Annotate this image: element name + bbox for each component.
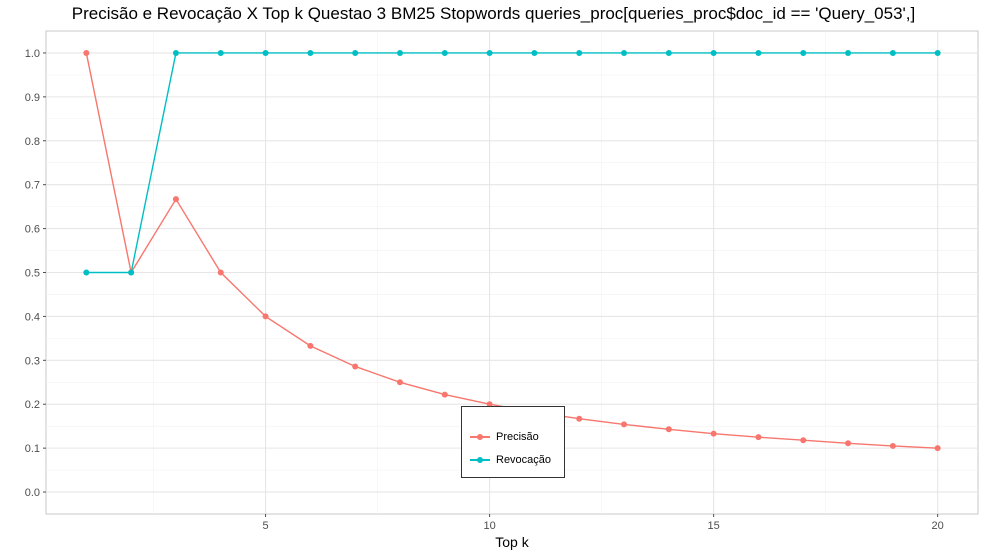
data-point-precisao — [621, 421, 628, 428]
data-point-precisao — [217, 269, 224, 276]
data-point-revocacao — [172, 49, 179, 56]
x-tick-label: 15 — [708, 520, 720, 532]
data-point-precisao — [665, 426, 672, 433]
data-point-revocacao — [576, 49, 583, 56]
data-point-revocacao — [441, 49, 448, 56]
legend-item-revocacao: Revocação — [470, 452, 551, 468]
legend-label-precisao: Precisão — [496, 431, 539, 443]
data-point-precisao — [441, 391, 448, 398]
chart-title: Precisão e Revocação X Top k Questao 3 B… — [71, 4, 916, 23]
y-tick-label: 0.5 — [25, 268, 40, 280]
data-point-revocacao — [531, 49, 538, 56]
data-point-precisao — [576, 415, 583, 422]
data-point-precisao — [307, 342, 314, 349]
data-point-revocacao — [621, 49, 628, 56]
data-point-revocacao — [665, 49, 672, 56]
legend-label-revocacao: Revocação — [496, 454, 552, 466]
y-tick-label: 0.7 — [25, 180, 40, 192]
data-point-revocacao — [262, 49, 269, 56]
y-tick-label: 1.0 — [25, 48, 40, 60]
data-point-precisao — [486, 401, 493, 408]
data-point-revocacao — [845, 49, 852, 56]
data-point-precisao — [83, 49, 90, 56]
data-point-precisao — [710, 430, 717, 437]
x-axis-title: Top k — [495, 534, 529, 550]
data-point-revocacao — [128, 269, 135, 276]
data-point-revocacao — [934, 49, 941, 56]
data-point-precisao — [396, 379, 403, 386]
data-point-precisao — [800, 437, 807, 444]
data-point-precisao — [262, 313, 269, 320]
data-point-precisao — [934, 445, 941, 452]
y-tick-label: 0.1 — [25, 443, 40, 455]
data-point-revocacao — [83, 269, 90, 276]
y-tick-label: 0.6 — [25, 224, 40, 236]
series-line-revocacao — [86, 52, 938, 274]
legend-key-revocacao — [470, 452, 490, 468]
data-point-revocacao — [710, 49, 717, 56]
x-tick-label: 10 — [483, 520, 495, 532]
ticks-layer: 0.0 0.1 0.2 0.3 0.4 0.5 0.6 0.7 0.8 0.9 1.0 5 10 15 20 — [25, 48, 944, 532]
y-tick-label: 0.0 — [25, 487, 40, 499]
data-point-precisao — [755, 434, 762, 441]
data-point-revocacao — [307, 49, 314, 56]
data-point-revocacao — [352, 49, 359, 56]
legend: Precisão Revocação — [461, 406, 565, 478]
y-tick-label: 0.4 — [25, 311, 40, 323]
data-point-revocacao — [800, 49, 807, 56]
data-point-revocacao — [217, 49, 224, 56]
data-point-revocacao — [396, 49, 403, 56]
y-tick-label: 0.8 — [25, 136, 40, 148]
data-point-revocacao — [486, 49, 493, 56]
x-tick-label: 20 — [932, 520, 944, 532]
data-point-precisao — [172, 196, 179, 203]
data-point-revocacao — [889, 49, 896, 56]
data-point-precisao — [889, 442, 896, 449]
y-tick-label: 0.3 — [25, 355, 40, 367]
y-tick-label: 0.9 — [25, 92, 40, 104]
legend-item-precisao: Precisão — [470, 429, 539, 445]
x-tick-label: 5 — [262, 520, 268, 532]
legend-key-precisao — [470, 429, 490, 445]
y-tick-label: 0.2 — [25, 399, 40, 411]
data-point-precisao — [845, 440, 852, 447]
data-point-precisao — [352, 363, 359, 370]
data-point-revocacao — [755, 49, 762, 56]
